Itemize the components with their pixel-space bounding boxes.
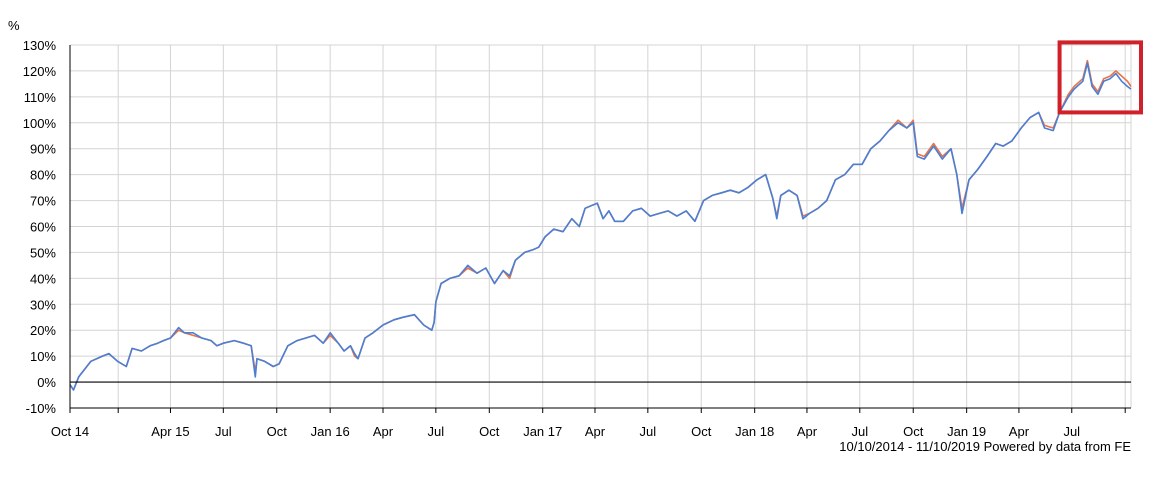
y-tick-label: 0% bbox=[37, 375, 56, 390]
x-tick-label: Jul bbox=[215, 424, 232, 439]
x-tick-label: Jul bbox=[851, 424, 868, 439]
y-unit-label: % bbox=[8, 18, 20, 33]
x-tick-label: Jan 19 bbox=[947, 424, 986, 439]
y-tick-label: 90% bbox=[30, 142, 56, 157]
x-tick-label: Oct 14 bbox=[51, 424, 89, 439]
x-tick-label: Jan 16 bbox=[311, 424, 350, 439]
x-tick-label: Apr bbox=[1009, 424, 1030, 439]
y-tick-label: 60% bbox=[30, 220, 56, 235]
y-tick-label: 10% bbox=[30, 349, 56, 364]
y-tick-label: 20% bbox=[30, 323, 56, 338]
series-line-orange bbox=[69, 59, 1132, 391]
chart-footer: 10/10/2014 - 11/10/2019 Powered by data … bbox=[839, 439, 1131, 454]
y-tick-label: -10% bbox=[26, 401, 57, 416]
x-tick-label: Apr bbox=[585, 424, 606, 439]
y-tick-label: 130% bbox=[23, 38, 57, 53]
y-tick-label: 110% bbox=[24, 90, 57, 105]
x-tick-label: Apr bbox=[797, 424, 818, 439]
x-tick-label: Jan 17 bbox=[523, 424, 562, 439]
y-tick-label: 70% bbox=[30, 194, 56, 209]
series-line-blue bbox=[69, 62, 1132, 391]
x-tick-label: Jul bbox=[640, 424, 657, 439]
y-tick-label: 40% bbox=[30, 271, 56, 286]
x-tick-label: Jul bbox=[428, 424, 445, 439]
x-tick-label: Oct bbox=[479, 424, 500, 439]
y-tick-label: 80% bbox=[30, 168, 56, 183]
axes bbox=[69, 45, 1131, 413]
x-tick-label: Jan 18 bbox=[735, 424, 774, 439]
y-tick-label: 30% bbox=[30, 297, 56, 312]
x-tick-label: Oct bbox=[903, 424, 924, 439]
x-tick-label: Apr 15 bbox=[151, 424, 189, 439]
highlight-box bbox=[1057, 40, 1144, 115]
y-tick-label: 120% bbox=[23, 64, 57, 79]
x-axis-tick-labels: Oct 14 Apr 15 Jul Oct Jan 16 Apr Jul Oct Jan 17 A… bbox=[51, 424, 1080, 439]
annotation-layer bbox=[1057, 40, 1144, 115]
series-layer bbox=[69, 59, 1132, 391]
y-tick-label: 100% bbox=[23, 116, 57, 131]
x-tick-label: Jul bbox=[1063, 424, 1080, 439]
x-tick-label: Oct bbox=[691, 424, 712, 439]
y-axis-tick-labels: -10% 0% 10% 20% 30% 40% 50% 60% 70% 80% 90% 100% 110… bbox=[23, 38, 57, 416]
gridlines bbox=[69, 44, 1132, 409]
x-tick-label: Oct bbox=[267, 424, 288, 439]
x-tick-label: Apr bbox=[373, 424, 394, 439]
y-tick-label: 50% bbox=[30, 245, 56, 260]
